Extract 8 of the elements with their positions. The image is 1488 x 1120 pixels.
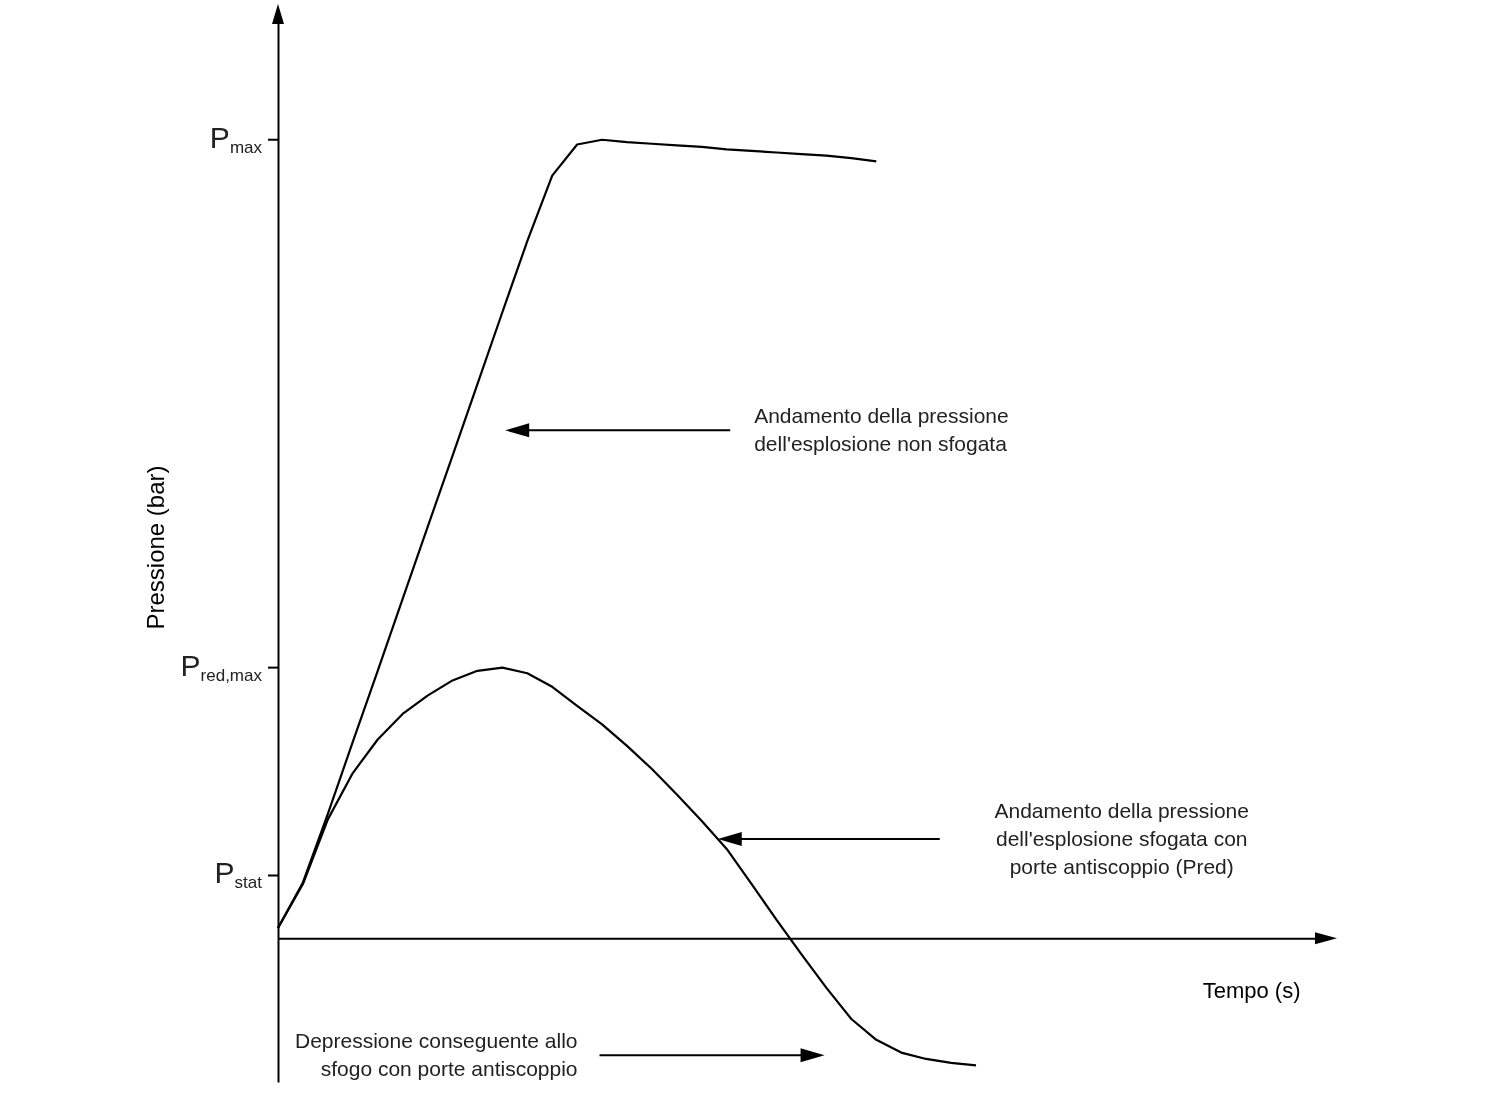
annotation: Andamento della pressione dell'esplosione sfogata con porte antiscoppio (Pred)	[994, 799, 1249, 879]
text: P$_{stat}$	[214, 856, 263, 893]
ref-line-label: P$_{max}$	[209, 120, 263, 157]
annotation: Depressione conseguente allo sfogo con porte antiscoppio	[295, 1029, 578, 1081]
ref-line-label: P$_{red,max}$	[180, 648, 263, 685]
annotation: Andamento della pressione dell'esplosione non sfogata	[754, 404, 1009, 456]
x-axis-title: Tempo (s)	[1202, 977, 1301, 1003]
y-axis-title: Pressione (bar)	[141, 465, 169, 630]
